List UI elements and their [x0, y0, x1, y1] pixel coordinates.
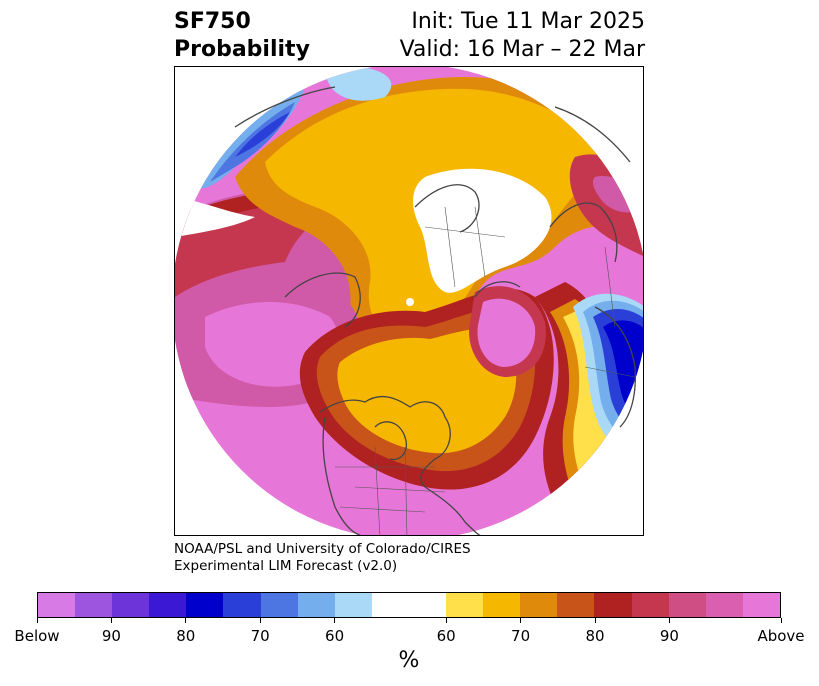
colorbar-swatch [446, 593, 484, 617]
colorbar-swatch [668, 593, 706, 617]
colorbar-tickmark [36, 618, 38, 623]
credit-line-2: Experimental LIM Forecast (v2.0) [174, 558, 398, 574]
map-title: SF750 Probability [174, 8, 310, 64]
colorbar-swatch [260, 593, 298, 617]
colorbar-tickmark [259, 618, 261, 623]
colorbar-tickmark [594, 618, 596, 623]
colorbar-swatch [594, 593, 632, 617]
shaded-field [175, 67, 643, 535]
colorbar-swatch [371, 593, 447, 617]
west-white-strip [175, 197, 255, 237]
forecast-dates: Init: Tue 11 Mar 2025 Valid: 16 Mar – 22… [400, 8, 645, 64]
colorbar-swatch [705, 593, 743, 617]
colorbar-tick-label: Above [757, 627, 805, 645]
colorbar-tick-label: 60 [436, 627, 456, 645]
coastlines [234, 86, 636, 535]
colorbar-tickmark [110, 618, 112, 623]
colorbar-swatch [186, 593, 224, 617]
colorbar-tickmark [668, 618, 670, 623]
light-blue-spot [325, 67, 392, 101]
colorbar-swatch [557, 593, 595, 617]
credit-line-1: NOAA/PSL and University of Colorado/CIRE… [174, 541, 471, 557]
pole-marker [406, 298, 414, 306]
colorbar-tick-label: Below [14, 627, 60, 645]
near-normal-region [413, 168, 552, 293]
colorbar-swatch [297, 593, 335, 617]
title-line-2: Probability [174, 37, 310, 62]
colorbar-swatch [112, 593, 150, 617]
colorbar-tickmark [334, 618, 336, 623]
colorbar-unit: % [398, 648, 420, 673]
atlantic-pink-core [477, 298, 536, 367]
valid-range: Valid: 16 Mar – 22 Mar [399, 37, 645, 62]
colorbar-tick-label: 80 [585, 627, 605, 645]
colorbar-tick-label: 90 [659, 627, 679, 645]
colorbar-swatch [149, 593, 187, 617]
colorbar-swatch [223, 593, 261, 617]
colorbar-tickmark [445, 618, 447, 623]
colorbar-swatch [483, 593, 521, 617]
colorbar-tick-label: 80 [176, 627, 196, 645]
probability-map [174, 66, 644, 536]
colorbar-tickmark [780, 618, 782, 623]
map-canvas [175, 67, 643, 535]
political-borders [335, 206, 636, 535]
colorbar-swatch [631, 593, 669, 617]
colorbar-swatch [520, 593, 558, 617]
colorbar-swatch [334, 593, 372, 617]
colorbar-tick-label: 60 [325, 627, 345, 645]
colorbar [37, 592, 781, 618]
init-date: Init: Tue 11 Mar 2025 [411, 9, 645, 34]
colorbar-swatch [38, 593, 76, 617]
west-royal-core [235, 112, 290, 157]
colorbar-tick-label: 70 [250, 627, 270, 645]
colorbar-swatch [75, 593, 113, 617]
colorbar-swatch [742, 593, 780, 617]
colorbar-tick-label: 90 [101, 627, 121, 645]
title-line-1: SF750 [174, 9, 251, 34]
colorbar-tickmark [185, 618, 187, 623]
colorbar-tick-label: 70 [511, 627, 531, 645]
colorbar-tickmark [520, 618, 522, 623]
credit-text: NOAA/PSL and University of Colorado/CIRE… [174, 541, 471, 575]
